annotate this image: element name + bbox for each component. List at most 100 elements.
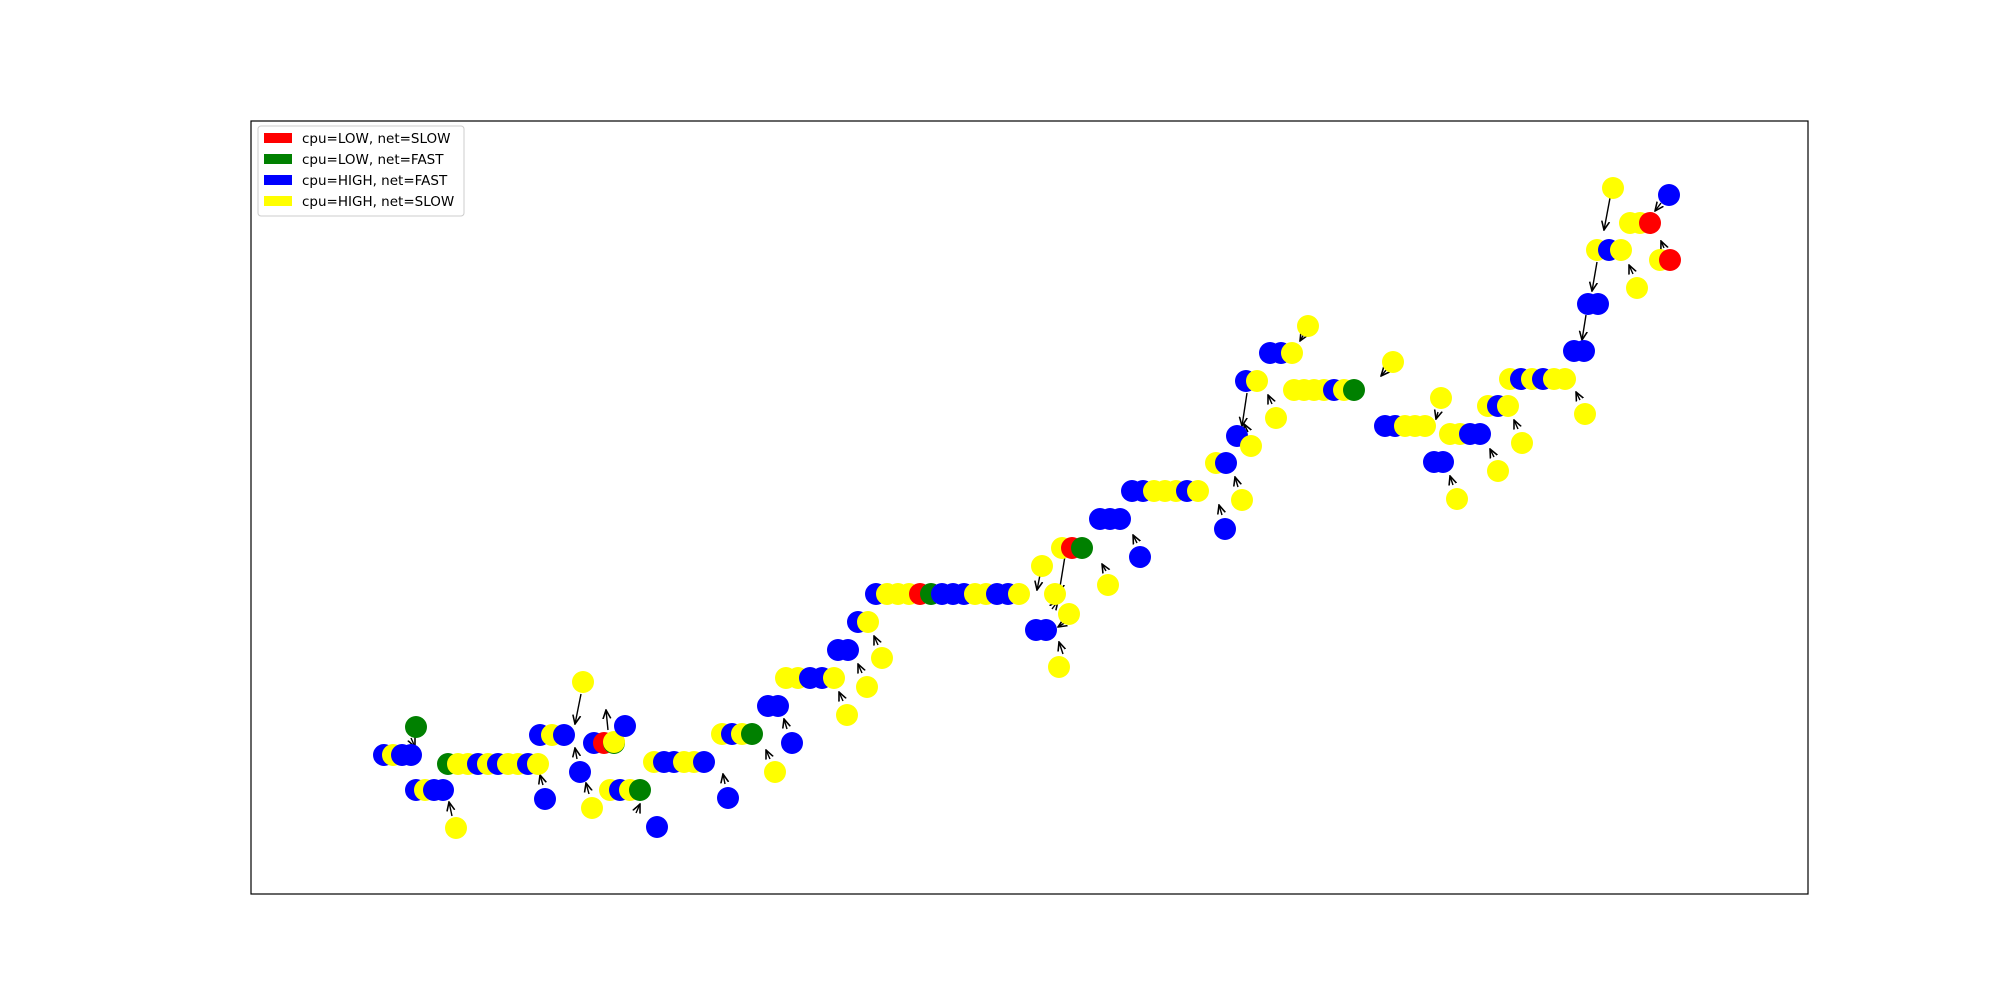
graph-node-yellow [1008, 583, 1030, 605]
legend-swatch-low-fast [264, 154, 292, 164]
graph-edge [1450, 476, 1453, 485]
graph-edge [1576, 392, 1580, 400]
graph-node-blue [1109, 508, 1131, 530]
graph-edge [1268, 395, 1272, 404]
graph-node-blue [1573, 340, 1595, 362]
graph-edge [784, 719, 787, 730]
graph-edge [1133, 535, 1137, 543]
graph-node-yellow [1044, 583, 1066, 605]
graph-node-yellow [1297, 315, 1319, 337]
graph-node-yellow [1058, 603, 1080, 625]
graph-node-blue [534, 788, 556, 810]
graph-node-blue [1432, 451, 1454, 473]
graph-node-yellow [603, 731, 625, 753]
legend-label-low-fast: cpu=LOW, net=FAST [302, 152, 444, 168]
graph-edge [1604, 197, 1611, 230]
graph-node-yellow [1446, 488, 1468, 510]
legend-swatch-high-fast [264, 175, 292, 185]
graph-node-yellow [823, 667, 845, 689]
graph-edge [1629, 265, 1633, 274]
legend-label-high-slow: cpu=HIGH, net=SLOW [302, 194, 454, 210]
graph-edge [1242, 392, 1247, 426]
graph-node-blue [1658, 184, 1680, 206]
graph-node-red [1639, 212, 1661, 234]
graph-edge [839, 692, 843, 701]
graph-edge [723, 774, 725, 785]
graph-edge [1102, 564, 1106, 571]
graph-node-yellow [1265, 407, 1287, 429]
graph-edge [1592, 261, 1597, 291]
graph-node-yellow [572, 671, 594, 693]
graph-edge [575, 748, 577, 760]
graph-edge [1059, 642, 1063, 655]
legend: cpu=LOW, net=SLOW cpu=LOW, net=FAST cpu=… [257, 125, 465, 217]
graph-node-green [405, 716, 427, 738]
graph-node-blue [614, 715, 636, 737]
graph-edge [606, 710, 608, 731]
graph-node-yellow [1414, 415, 1436, 437]
graph-node-blue [646, 816, 668, 838]
node-layer [373, 177, 1681, 839]
graph-node-yellow [1574, 403, 1596, 425]
graph-node-blue [1129, 546, 1151, 568]
graph-node-yellow [836, 704, 858, 726]
legend-swatch-low-slow [264, 133, 292, 143]
graph-node-yellow [1281, 342, 1303, 364]
graph-node-yellow [871, 647, 893, 669]
graph-node-yellow [1487, 460, 1509, 482]
legend-swatch-high-slow [264, 196, 292, 206]
graph-node-yellow [856, 676, 878, 698]
graph-node-blue [1214, 518, 1236, 540]
edge-layer [411, 197, 1664, 817]
graph-edge [874, 636, 878, 645]
graph-node-yellow [1610, 239, 1632, 261]
graph-edge [1235, 477, 1238, 488]
legend-label-high-fast: cpu=HIGH, net=FAST [302, 173, 448, 189]
graph-node-yellow [1626, 277, 1648, 299]
graph-node-blue [553, 724, 575, 746]
graph-edge [1490, 449, 1494, 457]
graph-node-yellow [1187, 480, 1209, 502]
graph-node-blue [1587, 293, 1609, 315]
graph-node-green [741, 723, 763, 745]
legend-label-low-slow: cpu=LOW, net=SLOW [302, 131, 451, 147]
legend-frame [257, 125, 465, 217]
plot-area-frame [250, 120, 1809, 895]
graph-node-yellow [445, 817, 467, 839]
graph-node-blue [1035, 619, 1057, 641]
graph-node-yellow [1048, 656, 1070, 678]
graph-node-blue [569, 761, 591, 783]
graph-node-yellow [1382, 351, 1404, 373]
graph-node-blue [1469, 423, 1491, 445]
graph-edge [1514, 420, 1518, 429]
graph-node-yellow [857, 611, 879, 633]
graph-node-yellow [764, 761, 786, 783]
graph-edge [586, 783, 589, 795]
graph-node-yellow [1497, 395, 1519, 417]
graph-node-blue [1215, 452, 1237, 474]
graph-edge [766, 750, 770, 759]
graph-node-blue [432, 779, 454, 801]
graph-node-yellow [1240, 435, 1262, 457]
graph-node-yellow [527, 753, 549, 775]
graph-node-yellow [1231, 489, 1253, 511]
graph-edge [1037, 574, 1040, 590]
graph-edge [1582, 314, 1586, 340]
graph-edge [1661, 241, 1664, 248]
graph-node-blue [717, 787, 739, 809]
graph-edge [540, 775, 543, 786]
graph-node-blue [400, 744, 422, 766]
graph-node-yellow [1511, 432, 1533, 454]
graph-node-blue [837, 639, 859, 661]
graph-edge [1219, 505, 1222, 516]
graph-node-green [1343, 379, 1365, 401]
graph-node-yellow [1246, 370, 1268, 392]
graph-node-green [629, 779, 651, 801]
graph-node-yellow [1602, 177, 1624, 199]
graph-edge [1655, 203, 1661, 211]
graph-edge [636, 804, 640, 813]
graph-edge [1436, 412, 1438, 419]
graph-node-red [1659, 249, 1681, 271]
graph-node-blue [767, 695, 789, 717]
